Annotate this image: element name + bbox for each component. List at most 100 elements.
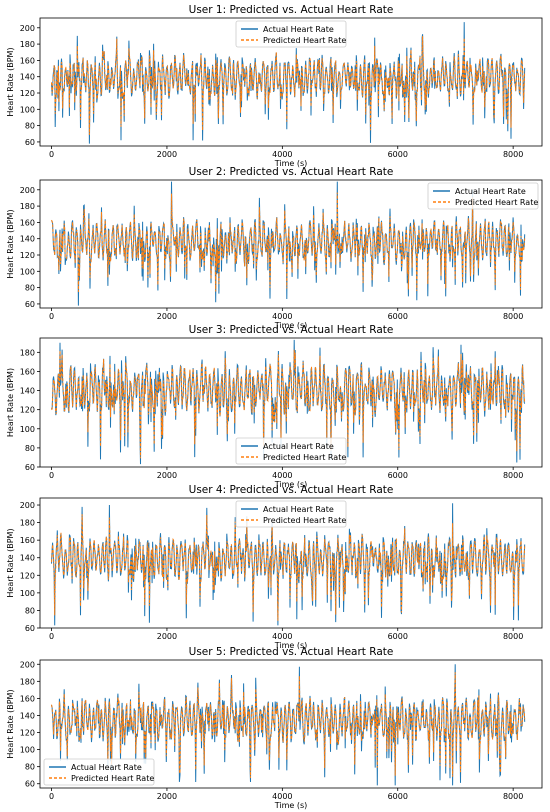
legend-box <box>235 20 347 48</box>
series-predicted-heart-rate-line <box>51 349 526 459</box>
legend: Actual Heart Rate Predicted Heart Rate <box>43 758 155 786</box>
y-tick-label: 120 <box>20 729 35 738</box>
y-tick-label: 60 <box>25 624 35 633</box>
x-tick-label: 6000 <box>388 471 408 480</box>
y-tick-label: 160 <box>20 56 35 65</box>
x-tick-label: 2000 <box>157 312 177 321</box>
chart-title: User 2: Predicted vs. Actual Heart Rate <box>189 166 394 178</box>
y-tick-label: 160 <box>20 218 35 227</box>
x-tick-label: 2000 <box>157 150 177 159</box>
x-tick-label: 4000 <box>272 150 292 159</box>
legend-entry: Actual Heart Rate <box>455 187 526 196</box>
y-axis-label: Heart Rate (BPM) <box>6 368 15 437</box>
y-tick-label: 120 <box>20 251 35 260</box>
y-tick-label: 140 <box>20 235 35 244</box>
y-tick-label: 60 <box>25 780 35 789</box>
x-axis-label: Time (s) <box>274 321 308 330</box>
x-tick-label: 8000 <box>503 632 523 641</box>
y-tick-label: 100 <box>20 105 35 114</box>
y-tick-label: 80 <box>25 122 35 131</box>
chart-panel-4: User 4: Predicted vs. Actual Heart Rate 0… <box>6 484 543 650</box>
legend-entry: Actual Heart Rate <box>263 442 334 451</box>
y-tick-label: 180 <box>20 677 35 686</box>
x-tick-label: 4000 <box>272 312 292 321</box>
y-tick-label: 140 <box>20 554 35 563</box>
series-predicted-heart-rate-line <box>51 514 526 621</box>
x-tick-label: 8000 <box>503 312 523 321</box>
y-tick-label: 160 <box>20 367 35 376</box>
legend: Actual Heart Rate Predicted Heart Rate <box>235 20 347 48</box>
x-tick-label: 2000 <box>157 471 177 480</box>
y-tick-label: 180 <box>20 202 35 211</box>
y-tick-label: 140 <box>20 711 35 720</box>
x-tick-label: 8000 <box>503 792 523 801</box>
y-tick-label: 100 <box>20 746 35 755</box>
x-tick-label: 2000 <box>157 792 177 801</box>
chart-panel-1: User 1: Predicted vs. Actual Heart Rate 0… <box>6 4 543 168</box>
y-tick-label: 160 <box>20 536 35 545</box>
y-tick-label: 200 <box>20 501 35 510</box>
legend-box <box>427 182 539 210</box>
x-tick-label: 6000 <box>388 792 408 801</box>
chart-title: User 4: Predicted vs. Actual Heart Rate <box>189 484 394 496</box>
chart-panel-5: User 5: Predicted vs. Actual Heart Rate 0… <box>6 646 543 810</box>
legend-box <box>43 758 155 786</box>
x-tick-label: 0 <box>49 150 54 159</box>
y-tick-label: 180 <box>20 40 35 49</box>
y-tick-label: 100 <box>20 267 35 276</box>
chart-panel-3: User 3: Predicted vs. Actual Heart Rate 0… <box>6 324 543 489</box>
y-tick-label: 60 <box>25 463 35 472</box>
plot-frame <box>39 497 543 629</box>
chart-panel-2: User 2: Predicted vs. Actual Heart Rate 0… <box>6 166 543 330</box>
y-tick-label: 80 <box>25 444 35 453</box>
x-axis-label: Time (s) <box>274 801 308 810</box>
y-axis-label: Heart Rate (BPM) <box>6 528 15 597</box>
legend-box <box>235 500 347 528</box>
y-tick-label: 200 <box>20 186 35 195</box>
legend-entry: Actual Heart Rate <box>71 763 142 772</box>
legend-entry: Actual Heart Rate <box>263 505 334 514</box>
y-axis-label: Heart Rate (BPM) <box>6 47 15 116</box>
series-predicted-heart-rate-line <box>51 672 526 779</box>
y-tick-label: 80 <box>25 284 35 293</box>
x-tick-label: 0 <box>49 632 54 641</box>
y-tick-label: 100 <box>20 425 35 434</box>
y-tick-label: 140 <box>20 73 35 82</box>
y-tick-label: 60 <box>25 138 35 147</box>
x-tick-label: 4000 <box>272 471 292 480</box>
legend-entry: Predicted Heart Rate <box>71 774 154 783</box>
legend: Actual Heart Rate Predicted Heart Rate <box>235 437 347 465</box>
y-tick-label: 120 <box>20 571 35 580</box>
y-tick-label: 120 <box>20 89 35 98</box>
x-tick-label: 4000 <box>272 792 292 801</box>
legend: Actual Heart Rate Predicted Heart Rate <box>235 500 347 528</box>
x-tick-label: 8000 <box>503 471 523 480</box>
y-tick-label: 200 <box>20 660 35 669</box>
y-tick-label: 100 <box>20 589 35 598</box>
plot-frame <box>39 179 543 309</box>
x-tick-label: 0 <box>49 312 54 321</box>
x-tick-label: 2000 <box>157 632 177 641</box>
y-tick-label: 120 <box>20 406 35 415</box>
legend-entry: Predicted Heart Rate <box>263 453 346 462</box>
legend-entry: Predicted Heart Rate <box>263 36 346 45</box>
legend-entry: Predicted Heart Rate <box>263 516 346 525</box>
x-tick-label: 6000 <box>388 632 408 641</box>
plot-frame <box>39 659 543 789</box>
y-tick-label: 80 <box>25 763 35 772</box>
x-axis-label: Time (s) <box>274 159 308 168</box>
y-tick-label: 140 <box>20 387 35 396</box>
x-tick-label: 4000 <box>272 632 292 641</box>
y-axis-label: Heart Rate (BPM) <box>6 209 15 278</box>
legend-box <box>235 437 347 465</box>
series-predicted-heart-rate-line <box>51 192 526 293</box>
y-axis-label: Heart Rate (BPM) <box>6 689 15 758</box>
x-tick-label: 0 <box>49 471 54 480</box>
x-tick-label: 8000 <box>503 150 523 159</box>
y-tick-label: 200 <box>20 24 35 33</box>
y-tick-label: 160 <box>20 694 35 703</box>
chart-title: User 5: Predicted vs. Actual Heart Rate <box>189 646 394 658</box>
y-tick-label: 180 <box>20 519 35 528</box>
legend-entry: Predicted Heart Rate <box>455 198 538 207</box>
